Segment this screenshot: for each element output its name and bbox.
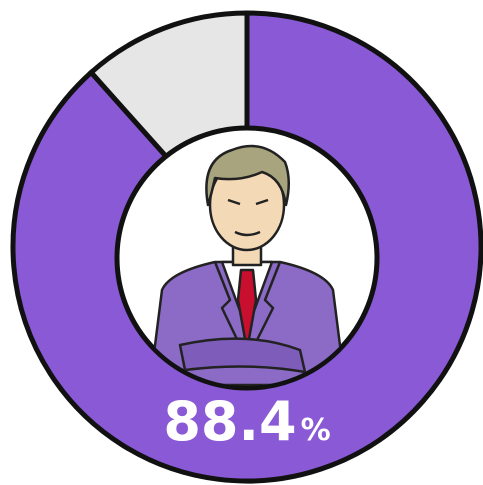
chart: 88.4%	[0, 0, 483, 485]
page: 88.4% (() => { const data = JSON.parse(d…	[0, 0, 483, 485]
percent-value: 88.4	[163, 390, 296, 453]
percent-unit: %	[301, 413, 331, 448]
